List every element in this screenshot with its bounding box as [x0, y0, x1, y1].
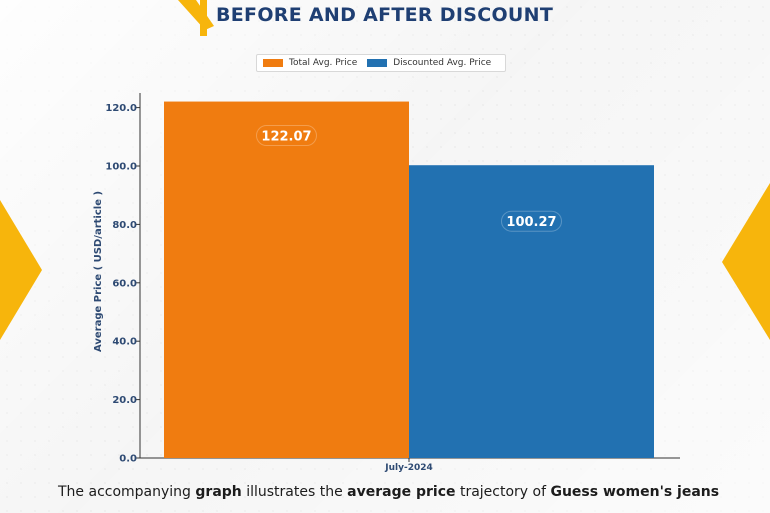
legend-label-discounted: Discounted Avg. Price — [393, 58, 492, 68]
right-accent-triangle — [722, 183, 770, 340]
caption-text-2: illustrates the — [241, 484, 348, 500]
y-tick-label: 40.0 — [112, 337, 137, 348]
y-tick-label: 20.0 — [112, 395, 137, 406]
caption-text-3: trajectory of — [455, 484, 551, 500]
chart-legend: Total Avg. Price Discounted Avg. Price — [256, 54, 506, 72]
data-label-badge — [256, 125, 317, 147]
legend-swatch-discounted — [367, 59, 388, 67]
chart-caption: The accompanying graph illustrates the a… — [58, 484, 719, 500]
legend-item-total: Total Avg. Price — [263, 58, 357, 68]
caption-bold-2: average price — [347, 484, 456, 500]
bar-total — [164, 101, 409, 458]
legend-label-total: Total Avg. Price — [289, 58, 358, 68]
y-tick-label: 120.0 — [105, 103, 137, 114]
caption-text-1: The accompanying — [58, 484, 196, 500]
data-label: 100.27 — [506, 215, 556, 230]
y-tick-label: 80.0 — [112, 220, 137, 231]
caption-bold-3: Guess women's jeans — [550, 484, 720, 500]
data-label: 122.07 — [261, 130, 311, 145]
y-tick-label: 0.0 — [119, 454, 137, 465]
page-title: BEFORE AND AFTER DISCOUNT — [216, 4, 554, 26]
bar-discounted — [409, 165, 654, 458]
legend-item-discounted: Discounted Avg. Price — [367, 58, 491, 68]
data-label-badge — [501, 210, 562, 232]
left-accent-triangle — [0, 200, 42, 340]
legend-swatch-total — [263, 59, 283, 67]
caption-bold-1: graph — [195, 484, 242, 500]
x-tick-label: July-2024 — [384, 463, 433, 473]
y-tick-label: 100.0 — [105, 162, 137, 173]
y-tick-label: 60.0 — [112, 278, 137, 289]
y-axis-label: Average Price ( USD/article ) — [93, 191, 104, 352]
